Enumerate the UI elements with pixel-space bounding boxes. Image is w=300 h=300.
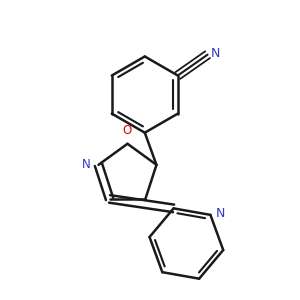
- Text: N: N: [216, 207, 225, 220]
- Text: N: N: [210, 47, 220, 60]
- Text: O: O: [123, 124, 132, 137]
- Text: N: N: [82, 158, 91, 171]
